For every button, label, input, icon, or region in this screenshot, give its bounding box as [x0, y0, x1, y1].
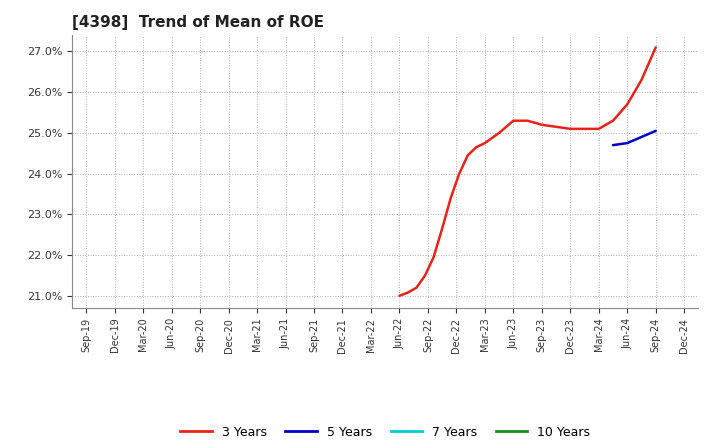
Text: [4398]  Trend of Mean of ROE: [4398] Trend of Mean of ROE — [72, 15, 324, 30]
Legend: 3 Years, 5 Years, 7 Years, 10 Years: 3 Years, 5 Years, 7 Years, 10 Years — [176, 421, 595, 440]
